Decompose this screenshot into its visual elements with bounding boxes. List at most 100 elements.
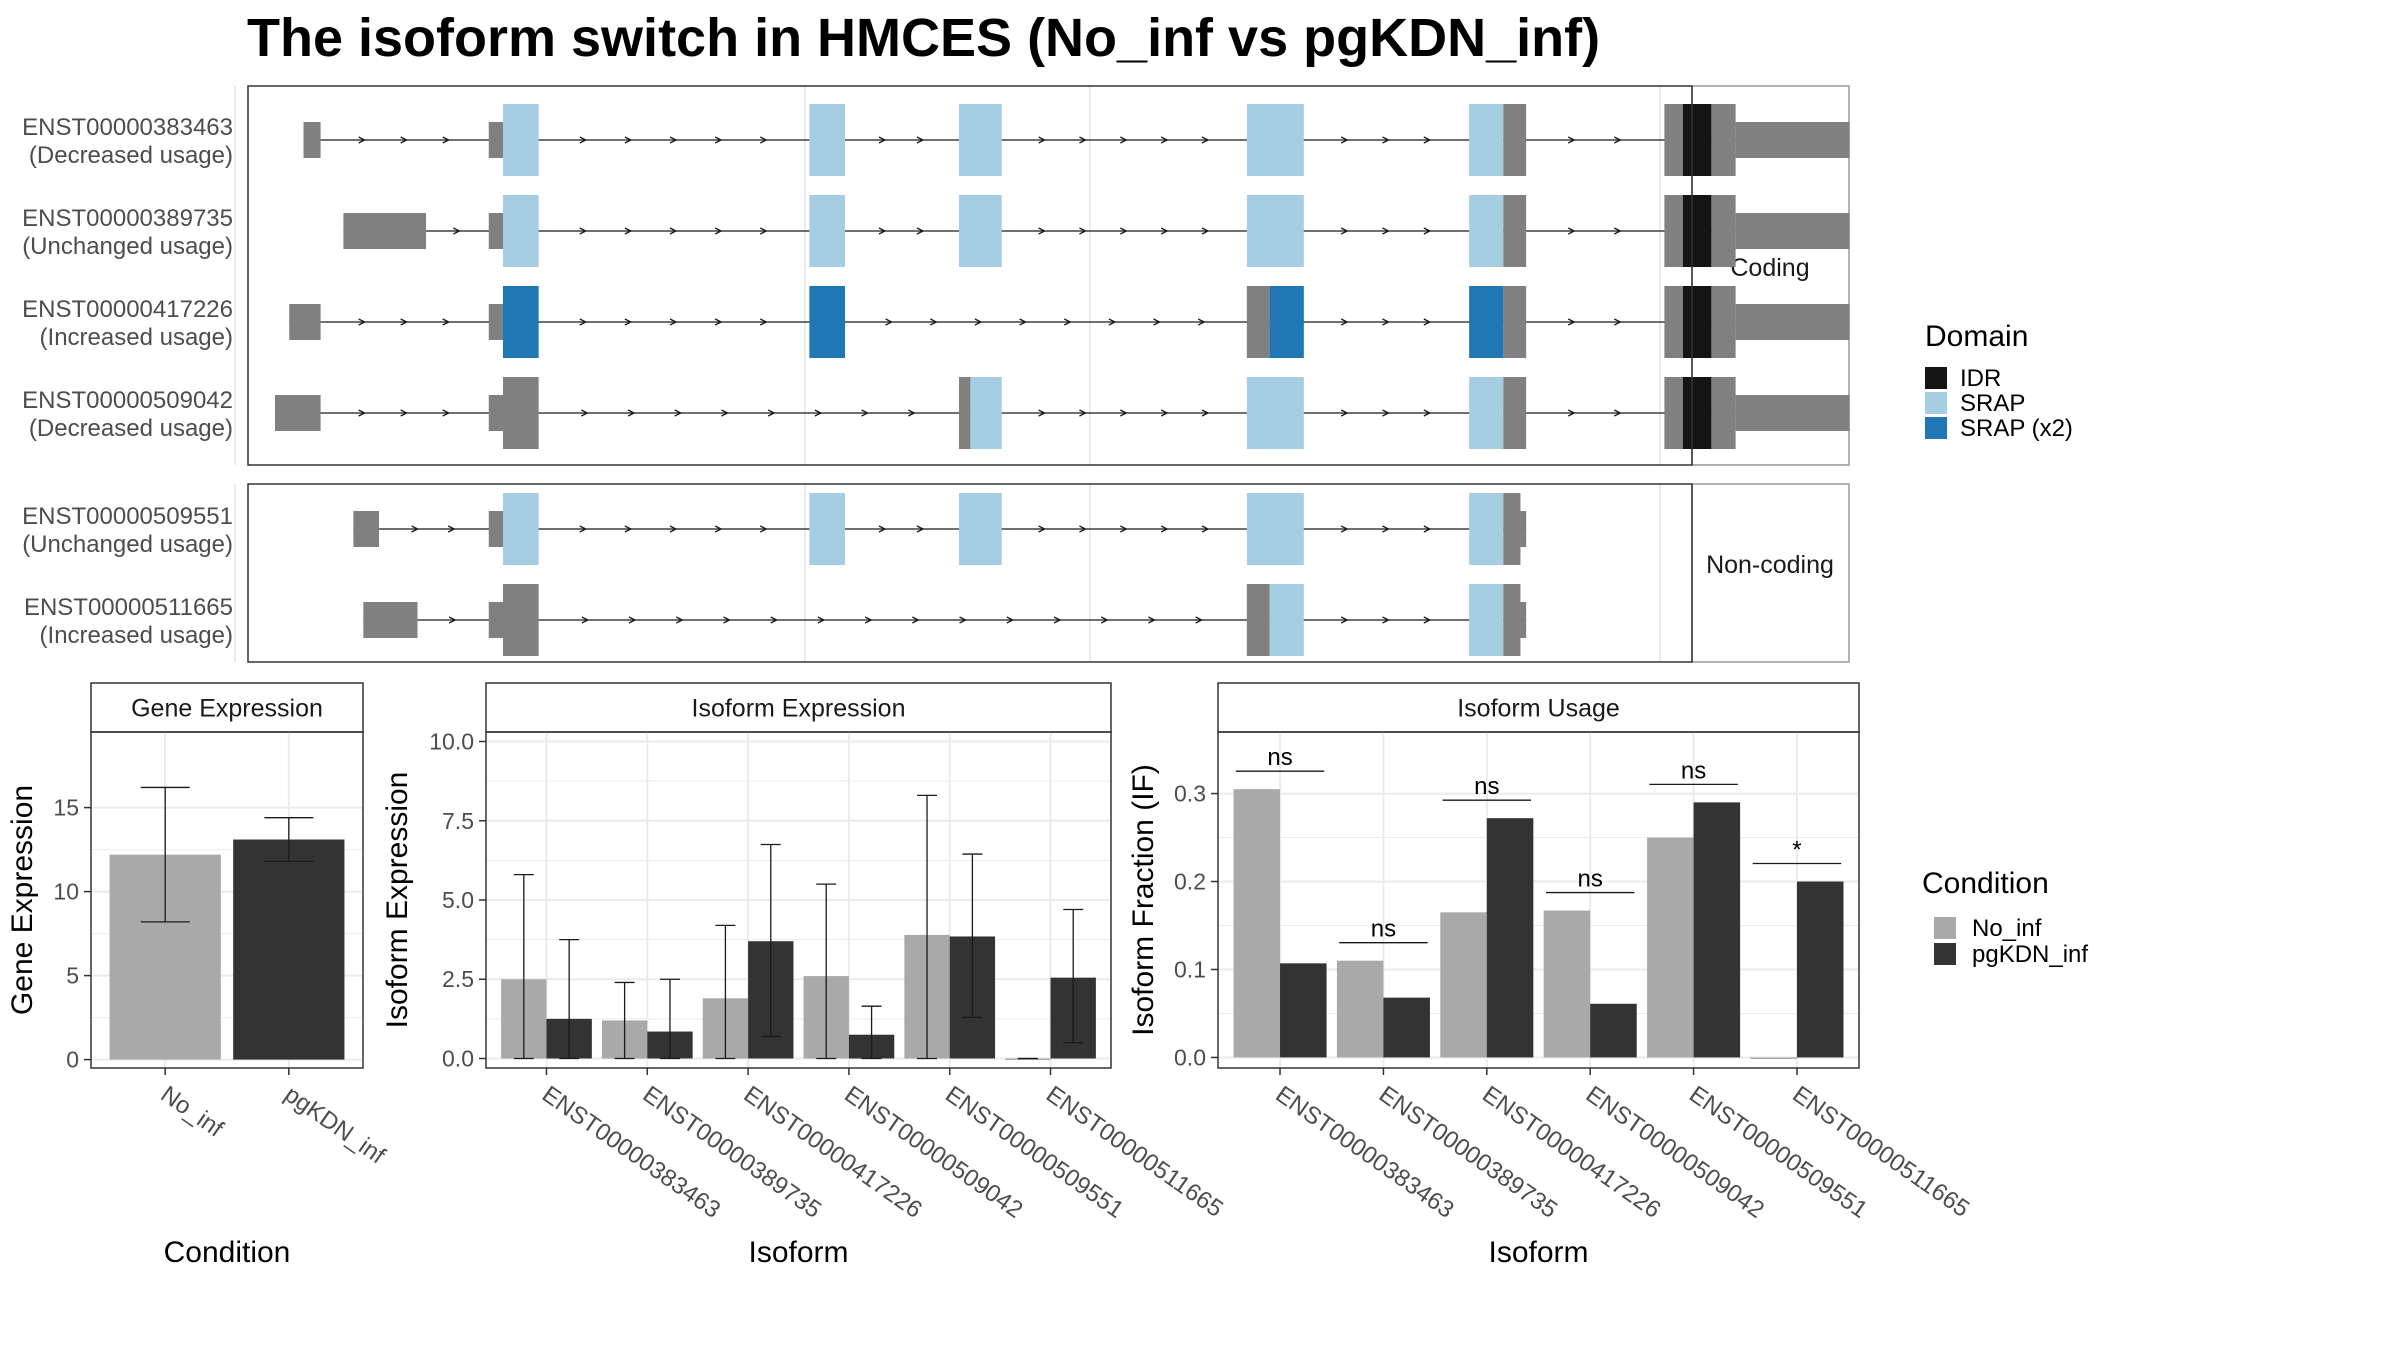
intron-arrow xyxy=(1120,227,1128,235)
intron-arrow xyxy=(400,136,409,144)
transcript-id-label: ENST00000389735 xyxy=(22,205,233,232)
intron-arrow xyxy=(714,318,723,326)
intron-arrow xyxy=(1423,227,1432,235)
bar xyxy=(1647,837,1694,1058)
intron-arrow xyxy=(1340,616,1349,624)
intron-arrow xyxy=(759,318,768,326)
intron-arrow xyxy=(759,525,768,533)
x-tick-label: ENST00000509042 xyxy=(839,1081,1027,1224)
intron-arrow xyxy=(1019,318,1028,326)
intron-arrow xyxy=(817,616,826,624)
intron-arrow xyxy=(1120,409,1128,417)
exon xyxy=(1664,377,1683,449)
intron-arrow xyxy=(400,409,409,417)
exon xyxy=(1735,304,1850,340)
intron-arrow xyxy=(714,227,723,235)
intron-arrow xyxy=(908,409,916,417)
bar xyxy=(233,839,345,1060)
exon xyxy=(959,377,971,449)
intron-arrow xyxy=(1160,409,1169,417)
intron-arrow xyxy=(974,318,983,326)
intron-arrow xyxy=(1567,136,1576,144)
exon xyxy=(1664,195,1683,267)
y-axis-title: Gene Expression xyxy=(6,785,39,1015)
intron-arrow xyxy=(669,136,678,144)
domain-legend-title: Domain xyxy=(1925,320,2028,353)
intron-arrow xyxy=(1201,409,1210,417)
intron-arrow xyxy=(714,136,723,144)
significance-label: * xyxy=(1792,837,1801,864)
facet-strip-label: Isoform Usage xyxy=(1457,695,1620,723)
intron-arrow xyxy=(1053,616,1062,624)
bar xyxy=(1543,910,1591,1058)
intron-arrow xyxy=(1614,318,1622,326)
bar xyxy=(1280,963,1327,1058)
intron-arrow xyxy=(1120,525,1128,533)
intron-arrow xyxy=(579,525,588,533)
exon xyxy=(503,493,539,565)
y-tick-label: 2.5 xyxy=(442,966,474,992)
bar xyxy=(1486,818,1534,1058)
exon xyxy=(1664,104,1683,176)
exon xyxy=(363,602,418,638)
intron-arrow xyxy=(1038,409,1047,417)
intron-arrow xyxy=(358,136,367,144)
y-tick-label: 10.0 xyxy=(429,729,474,755)
significance-label: ns xyxy=(1267,744,1292,771)
intron-arrow xyxy=(714,525,723,533)
intron-arrow xyxy=(912,616,920,624)
exon xyxy=(1503,584,1521,656)
facet-strip-label: Gene Expression xyxy=(131,695,323,723)
x-tick-label: ENST00000383463 xyxy=(537,1081,725,1224)
intron-arrow xyxy=(669,525,678,533)
exon xyxy=(1682,286,1712,358)
intron-arrow xyxy=(1201,136,1210,144)
intron-arrow xyxy=(1382,409,1390,417)
x-tick-label: ENST00000511665 xyxy=(1788,1081,1975,1223)
intron-arrow xyxy=(1160,227,1169,235)
y-tick-label: 0.3 xyxy=(1174,781,1206,807)
intron-arrow xyxy=(1340,136,1349,144)
x-tick-label: pgKDN_inf xyxy=(279,1081,390,1170)
intron-arrow xyxy=(627,409,636,417)
intron-arrow xyxy=(1197,318,1206,326)
y-tick-label: 7.5 xyxy=(442,808,474,834)
intron-arrow xyxy=(579,227,588,235)
exon xyxy=(1469,104,1504,176)
intron-arrow xyxy=(581,409,589,417)
intron-arrow xyxy=(1614,227,1622,235)
exon xyxy=(303,122,321,158)
intron-arrow xyxy=(885,318,894,326)
intron-arrow xyxy=(759,136,768,144)
intron-arrow xyxy=(1079,409,1087,417)
intron-arrow xyxy=(669,318,678,326)
intron-arrow xyxy=(358,318,367,326)
y-axis-title: Isoform Expression xyxy=(381,772,414,1029)
exon xyxy=(343,213,427,249)
facet-strip xyxy=(1217,682,1860,733)
transcript-id-label: ENST00000509042 xyxy=(22,387,233,414)
bar xyxy=(1336,960,1384,1058)
intron-arrow xyxy=(861,409,870,417)
intron-arrow xyxy=(1423,525,1432,533)
exon xyxy=(959,104,1002,176)
exon xyxy=(1520,602,1527,638)
intron-arrow xyxy=(1038,227,1047,235)
intron-arrow xyxy=(1340,318,1349,326)
intron-arrow xyxy=(1201,525,1210,533)
intron-arrow xyxy=(916,227,925,235)
exon xyxy=(809,286,845,358)
intron-arrow xyxy=(864,616,873,624)
exon xyxy=(1711,195,1736,267)
domain-legend-key xyxy=(1925,417,1947,439)
transcript-usage-label: (Increased usage) xyxy=(40,324,233,351)
exon xyxy=(1269,584,1304,656)
bar xyxy=(1005,1058,1051,1060)
exon xyxy=(1682,377,1712,449)
intron-arrow xyxy=(1382,525,1390,533)
exon xyxy=(1682,195,1712,267)
exon xyxy=(1246,195,1304,267)
intron-arrow xyxy=(1108,318,1117,326)
exon xyxy=(488,395,503,431)
